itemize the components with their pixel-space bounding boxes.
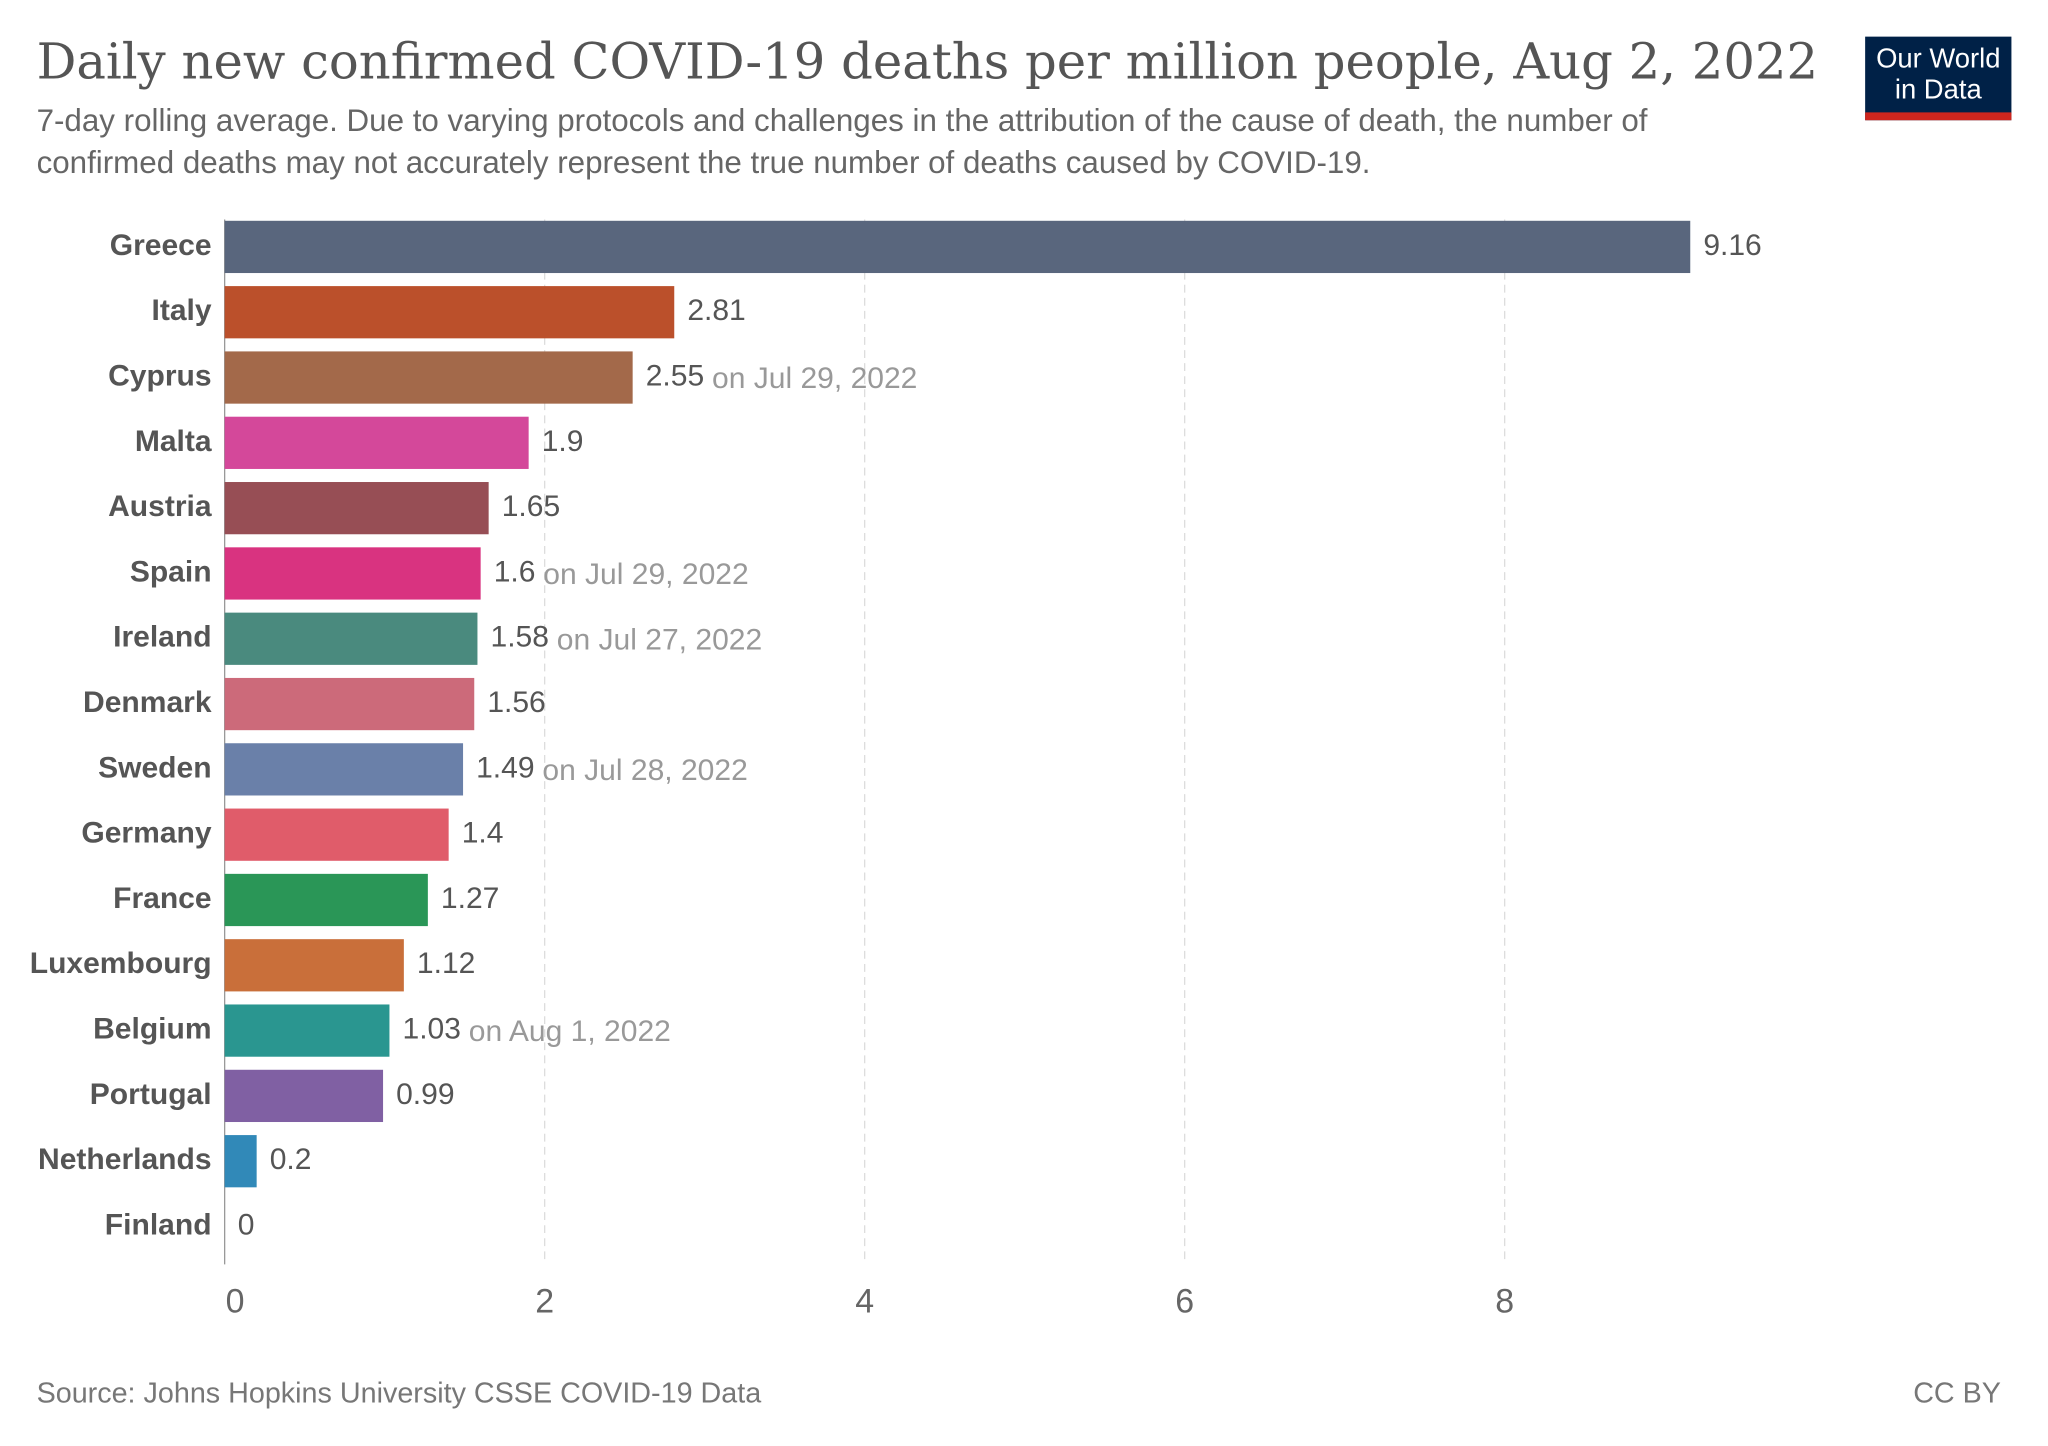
value-label: 1.58 — [491, 621, 549, 654]
y-tick-label: Spain — [130, 555, 212, 588]
value-label: 1.65 — [502, 490, 560, 523]
value-note: on Jul 29, 2022 — [712, 362, 917, 395]
value-label: 2.55 — [646, 359, 704, 392]
x-tick-label: 0 — [226, 1283, 245, 1321]
value-label: 1.49 — [476, 751, 534, 784]
x-tick-label: 4 — [855, 1283, 874, 1321]
y-tick-label: Malta — [135, 425, 212, 458]
source: Source: Johns Hopkins University CSSE CO… — [37, 1378, 762, 1410]
value-label: 2.81 — [687, 294, 745, 327]
value-label: 1.03 — [403, 1013, 461, 1046]
y-tick-label: Sweden — [98, 751, 211, 784]
bar — [224, 808, 449, 861]
license: CC BY — [1913, 1378, 2001, 1410]
logo-text: Our World — [1876, 42, 2000, 73]
logo-stripe — [1865, 112, 2012, 121]
x-tick-label: 8 — [1495, 1283, 1514, 1321]
bar — [224, 547, 481, 600]
value-label: 1.56 — [487, 686, 545, 719]
value-label: 1.9 — [542, 425, 584, 458]
chart-title: Daily new confirmed COVID-19 deaths per … — [37, 32, 1819, 90]
y-tick-label: Ireland — [113, 621, 211, 654]
y-tick-label: Netherlands — [38, 1143, 212, 1176]
value-note: on Jul 29, 2022 — [543, 558, 748, 591]
y-tick-label: Germany — [81, 817, 211, 850]
y-tick-label: Greece — [110, 229, 212, 262]
logo-text: in Data — [1895, 74, 1983, 105]
value-label: 0 — [238, 1208, 255, 1241]
y-tick-label: Luxembourg — [30, 947, 212, 980]
subtitle: 7-day rolling average. Due to varying pr… — [37, 103, 1648, 138]
bar — [224, 416, 529, 469]
bar — [224, 351, 633, 404]
value-label: 1.27 — [441, 882, 499, 915]
bar — [224, 482, 489, 535]
bar — [224, 220, 1691, 274]
logo-box — [1865, 36, 2012, 121]
y-tick-label: Cyprus — [108, 359, 211, 392]
value-note: on Jul 28, 2022 — [542, 754, 747, 787]
value-label: 1.12 — [417, 947, 475, 980]
y-tick-label: Austria — [108, 490, 212, 523]
bar — [224, 612, 478, 665]
value-label: 0.2 — [270, 1143, 312, 1176]
x-tick-label: 6 — [1175, 1283, 1194, 1321]
value-label: 0.99 — [396, 1078, 454, 1111]
y-tick-label: Denmark — [83, 686, 212, 719]
y-tick-label: Finland — [105, 1208, 212, 1241]
value-label: 9.16 — [1703, 229, 1761, 262]
bar — [224, 939, 404, 992]
x-tick-label: 2 — [535, 1283, 554, 1321]
value-label: 1.6 — [494, 555, 536, 588]
subtitle: confirmed deaths may not accurately repr… — [37, 145, 1371, 180]
value-note: on Aug 1, 2022 — [469, 1015, 671, 1048]
y-tick-label: Portugal — [90, 1078, 212, 1111]
y-tick-label: France — [113, 882, 211, 915]
bar — [224, 1135, 257, 1188]
bar — [224, 873, 428, 927]
bar — [224, 1069, 384, 1123]
value-note: on Jul 27, 2022 — [557, 623, 762, 656]
bar — [224, 1004, 390, 1057]
bar — [224, 286, 675, 339]
y-tick-label: Italy — [151, 294, 211, 327]
value-label: 1.4 — [462, 817, 504, 850]
bar — [224, 677, 475, 731]
y-tick-label: Belgium — [93, 1013, 211, 1046]
bar — [224, 743, 464, 796]
